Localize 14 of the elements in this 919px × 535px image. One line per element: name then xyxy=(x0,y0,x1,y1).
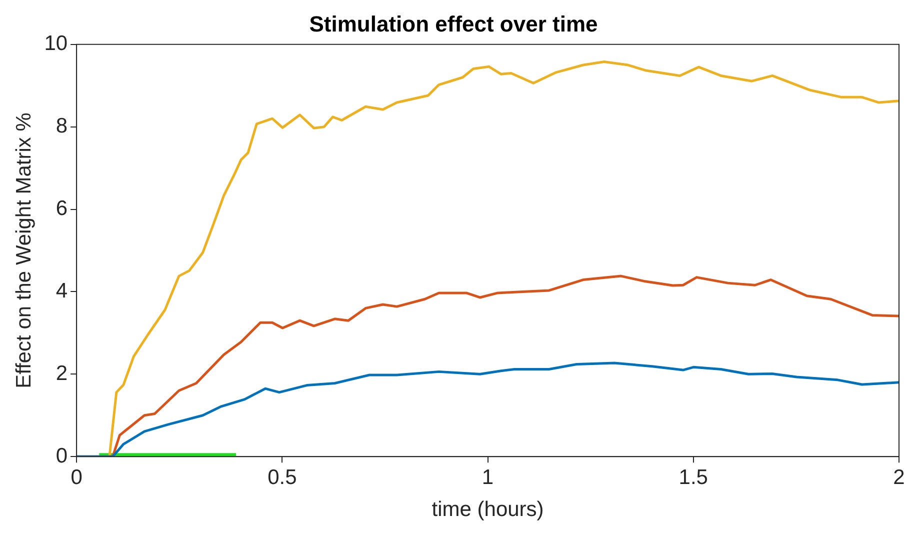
x-tick-label: 0.5 xyxy=(268,466,297,489)
y-axis-title: Effect on the Weight Matrix % xyxy=(12,112,36,388)
chart-title: Stimulation effect over time xyxy=(309,11,598,36)
x-tick-label: 0 xyxy=(70,466,82,489)
y-tick-label: 10 xyxy=(44,32,68,56)
y-tick-label: 2 xyxy=(56,362,68,385)
x-tick-label: 1 xyxy=(482,466,494,489)
x-tick-label: 2 xyxy=(893,466,905,489)
y-tick-label: 8 xyxy=(56,114,68,138)
y-tick-label: 4 xyxy=(56,280,68,303)
x-tick-label: 1.5 xyxy=(678,466,708,489)
y-tick-label: 0 xyxy=(56,444,68,468)
y-tick-label: 6 xyxy=(56,197,68,220)
x-axis-title: time (hours) xyxy=(432,498,544,522)
